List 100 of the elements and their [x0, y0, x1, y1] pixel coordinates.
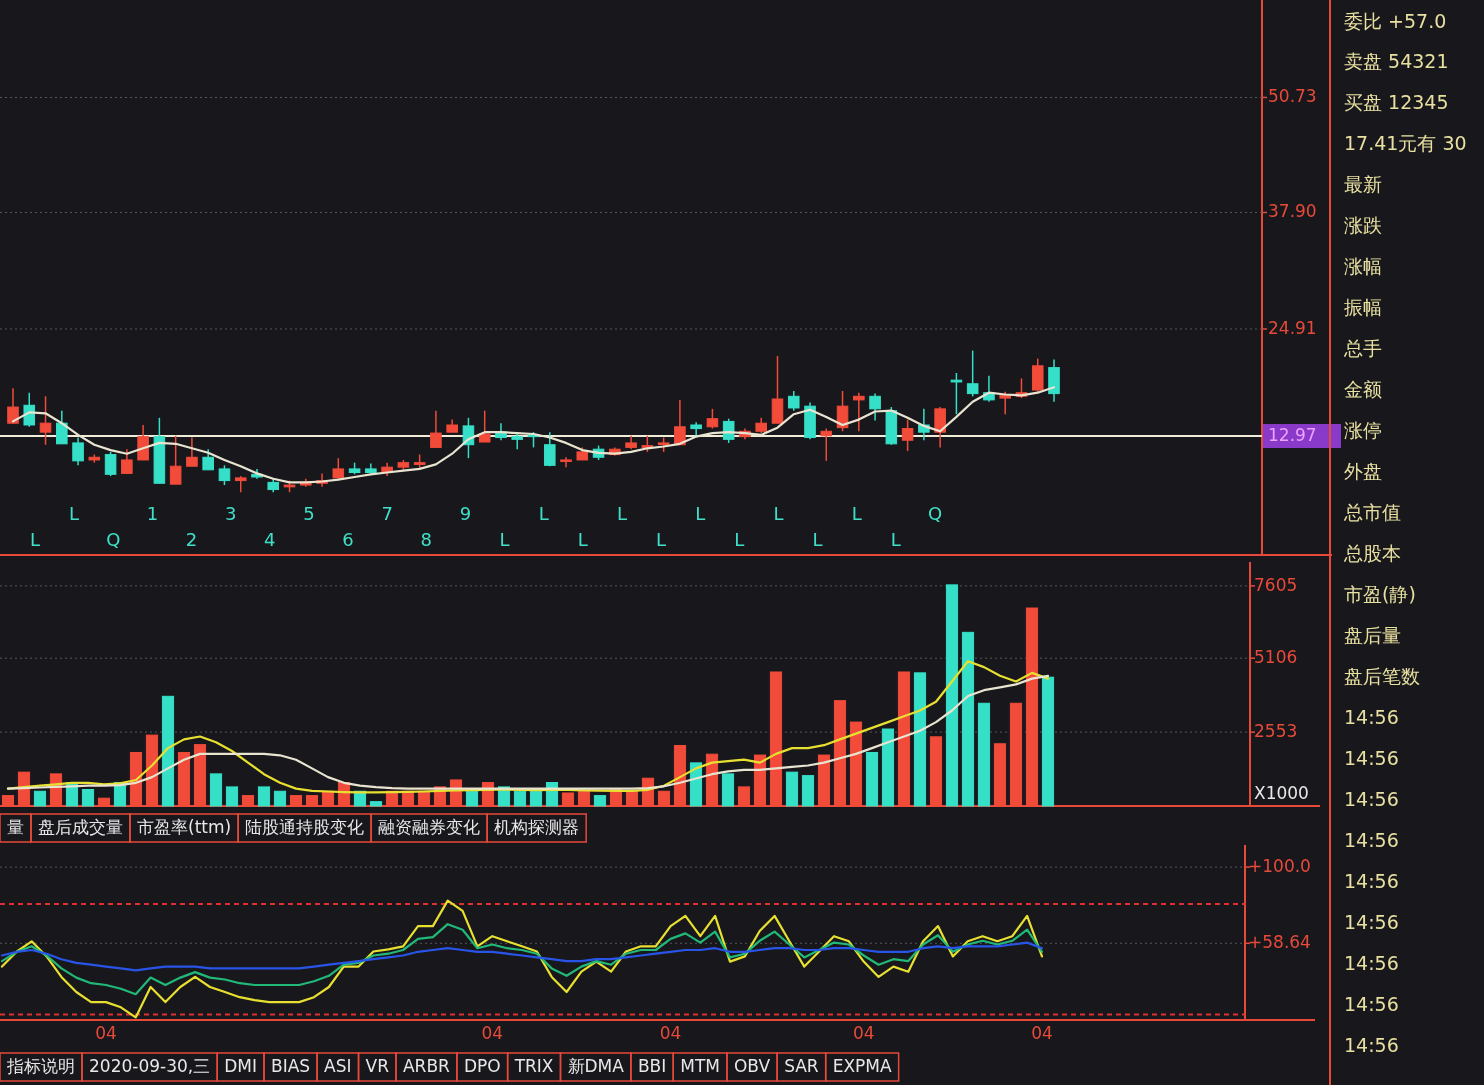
candlestick: [706, 408, 719, 430]
text: BBI: [637, 1056, 667, 1076]
text: 涨停: [1344, 419, 1382, 442]
text: 14:56: [1344, 992, 1399, 1015]
bar: [945, 584, 959, 807]
bar: [721, 773, 735, 807]
x-tick-label: 04: [481, 1023, 504, 1043]
bar: [369, 801, 383, 807]
candlestick: [787, 390, 800, 412]
annotation: 5: [303, 503, 315, 524]
annotation: L: [773, 503, 784, 524]
candlestick: [137, 424, 149, 461]
text: 市盈(静): [1344, 582, 1416, 605]
text: 涨幅: [1344, 255, 1382, 278]
bar: [161, 695, 175, 807]
text: BIAS: [270, 1056, 311, 1076]
text: 总手: [1343, 337, 1382, 360]
bar: [977, 702, 991, 807]
text: 14:56: [1344, 869, 1399, 892]
candlestick: [966, 349, 979, 398]
annotation: 1: [146, 503, 159, 524]
annotation: L: [656, 529, 667, 550]
text: ARBR: [402, 1056, 451, 1076]
candlestick: [674, 399, 686, 446]
y-tick-label: 7605: [1254, 574, 1298, 595]
text: 委比 +57.0: [1344, 9, 1447, 32]
bar: [881, 728, 895, 807]
annotation: L: [616, 503, 627, 524]
candlestick: [511, 432, 524, 450]
annotation: L: [695, 503, 706, 524]
bar: [961, 631, 975, 807]
candlestick: [853, 391, 865, 433]
text: 新DMA: [567, 1056, 625, 1076]
x-tick-label: 04: [95, 1023, 117, 1043]
text: 陆股通持股变化: [245, 817, 365, 837]
bar: [865, 751, 879, 807]
text: 2020-09-30,三: [89, 1056, 211, 1076]
candlestick: [202, 448, 214, 471]
bar: [513, 790, 527, 807]
text: VR: [365, 1056, 390, 1076]
bar: [1041, 676, 1055, 807]
text: 机构探测器: [494, 817, 580, 837]
bar: [81, 789, 95, 807]
bar: [225, 786, 239, 807]
bar: [33, 790, 47, 807]
annotation: 4: [264, 529, 276, 550]
annotation: L: [734, 529, 745, 550]
annotation: 7: [381, 503, 393, 524]
candlestick: [430, 409, 442, 449]
text: 最新: [1344, 173, 1382, 196]
x-tick-label: 04: [852, 1023, 875, 1043]
text: 14:56: [1344, 746, 1399, 769]
bar: [529, 790, 543, 807]
annotation: L: [538, 503, 549, 524]
text: 14:56: [1344, 910, 1399, 933]
annotation: L: [851, 503, 862, 524]
text: MTM: [680, 1056, 720, 1076]
candlestick: [999, 391, 1011, 415]
annotation: Q: [106, 529, 121, 550]
text: 14:56: [1344, 787, 1399, 810]
bar: [257, 786, 271, 807]
bar: [801, 775, 815, 807]
candlestick: [39, 395, 52, 446]
candlestick: [169, 435, 182, 485]
bar: [465, 790, 479, 807]
bar: [913, 672, 927, 807]
text: EXPMA: [832, 1056, 892, 1076]
candlestick: [7, 387, 19, 424]
bar: [593, 795, 607, 807]
candlestick: [560, 456, 572, 468]
text: 盘后成交量: [38, 817, 123, 837]
text: 14:56: [1344, 705, 1399, 728]
annotation: L: [577, 529, 588, 550]
candlestick: [901, 418, 914, 452]
candlestick: [218, 464, 231, 486]
text: DMI: [224, 1056, 257, 1076]
text: SAR: [784, 1056, 819, 1076]
y-tick-label: 5106: [1254, 647, 1298, 668]
x-tick-label: 04: [1031, 1023, 1053, 1043]
text: 融资融券变化: [378, 817, 481, 837]
y-tick-label: 50.73: [1268, 86, 1317, 107]
text: 总市值: [1343, 501, 1401, 524]
annotation: Q: [927, 503, 943, 524]
text: 卖盘 54321: [1344, 50, 1449, 73]
text: 量: [7, 817, 24, 837]
line-series: [0, 899, 1044, 1019]
text: 涨跌: [1344, 214, 1382, 237]
text: 买盘 12345: [1344, 91, 1449, 114]
line-series: [0, 941, 1044, 972]
candlestick: [56, 409, 68, 445]
candlestick: [950, 372, 963, 415]
text: TRIX: [513, 1056, 554, 1076]
y-axis-title: X1000: [1254, 783, 1309, 803]
candlestick: [72, 436, 84, 467]
text: OBV: [733, 1056, 771, 1076]
text: 振幅: [1344, 296, 1382, 319]
annotation: L: [890, 529, 901, 550]
text: 14:56: [1344, 1033, 1399, 1056]
annotation: L: [499, 529, 510, 550]
candlestick: [104, 451, 117, 477]
